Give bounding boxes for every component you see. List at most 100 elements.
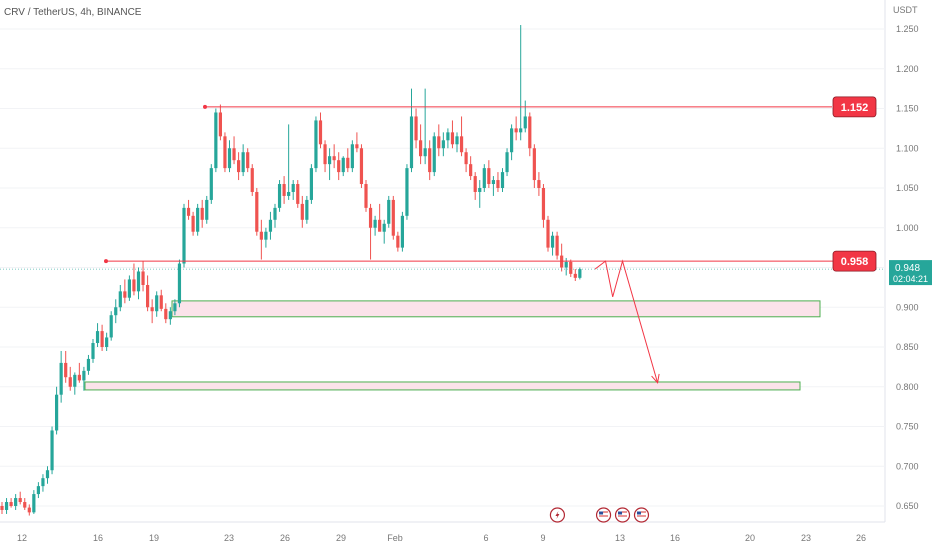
- candle: [173, 299, 177, 316]
- candle-body: [73, 374, 77, 387]
- candle-body: [241, 152, 245, 173]
- candle-body: [296, 184, 300, 204]
- zones: [84, 300, 821, 391]
- candle-body: [332, 156, 336, 161]
- x-tick-label: 19: [149, 533, 159, 543]
- candle-body: [396, 235, 400, 248]
- candle: [459, 116, 464, 157]
- candle: [550, 231, 555, 256]
- y-tick-label: 0.650: [896, 501, 919, 511]
- candle-body: [100, 331, 104, 347]
- candle: [382, 219, 386, 244]
- lightning-icon: [549, 507, 566, 523]
- candle: [428, 140, 432, 181]
- candle: [423, 88, 427, 165]
- candle: [150, 299, 154, 324]
- candle-body: [537, 180, 541, 188]
- candle: [564, 257, 568, 276]
- candle: [241, 144, 245, 177]
- candle-body: [564, 261, 568, 268]
- flag-icon-ring: [595, 507, 612, 523]
- candle-body: [146, 284, 150, 308]
- candle-body: [414, 116, 418, 141]
- candle-body: [341, 157, 345, 173]
- candle: [350, 140, 354, 173]
- us-flag-icon: [633, 507, 650, 523]
- candle-body: [27, 507, 31, 513]
- candle: [191, 211, 195, 236]
- candle: [277, 180, 282, 212]
- x-tick-label: 13: [615, 533, 625, 543]
- candle-body: [441, 140, 445, 149]
- candle: [218, 104, 222, 141]
- y-axis-unit: USDT: [893, 5, 918, 15]
- x-tick-label: 9: [540, 533, 545, 543]
- chart-title: CRV / TetherUS, 4h, BINANCE: [4, 7, 142, 18]
- candle: [532, 144, 536, 188]
- candle: [364, 180, 368, 212]
- candle-body: [200, 207, 204, 220]
- flag-canton: [618, 511, 623, 515]
- candle: [196, 203, 200, 236]
- x-tick-label: 26: [280, 533, 290, 543]
- candle-body: [237, 160, 241, 173]
- level-price-tag-text: 1.152: [841, 102, 869, 114]
- candle: [296, 180, 300, 208]
- y-tick-label: 1.000: [896, 223, 919, 233]
- y-tick-label: 1.200: [896, 64, 919, 74]
- x-tick-label: 26: [856, 533, 866, 543]
- y-tick-label: 1.100: [896, 143, 919, 153]
- candle-body: [318, 120, 323, 145]
- flag-stripe: [636, 511, 646, 513]
- candle-body: [282, 184, 286, 196]
- candle-body: [505, 152, 509, 173]
- candle: [9, 498, 13, 508]
- candle: [432, 132, 436, 177]
- candle: [409, 88, 414, 173]
- candle-body: [268, 219, 273, 232]
- candle: [246, 148, 250, 173]
- flag-stripe: [636, 513, 646, 515]
- candle: [182, 203, 186, 268]
- candle-body: [405, 168, 409, 216]
- us-flag-icon: [614, 507, 631, 523]
- candle-body: [387, 199, 391, 224]
- x-tick-label: Feb: [387, 533, 403, 543]
- candle-body: [91, 343, 95, 359]
- candle-body: [350, 144, 354, 169]
- candle: [214, 108, 218, 173]
- candle-body: [305, 199, 309, 220]
- y-tick-label: 1.150: [896, 104, 919, 114]
- candle: [400, 211, 404, 252]
- candle-body: [382, 223, 386, 232]
- candle-body: [182, 207, 186, 264]
- candle: [186, 199, 191, 220]
- candle: [146, 275, 150, 312]
- candle-body: [32, 494, 36, 513]
- candle: [159, 289, 163, 312]
- flag-icon-ring: [633, 507, 650, 523]
- candle-body: [300, 203, 304, 220]
- flag-stripe: [636, 515, 646, 517]
- candles: [0, 25, 582, 516]
- candle-body: [123, 291, 127, 298]
- candle: [127, 275, 131, 301]
- candle-body: [464, 152, 468, 165]
- candle: [264, 227, 268, 248]
- x-tick-label: 23: [801, 533, 811, 543]
- candle-body: [273, 207, 277, 220]
- candle: [36, 482, 40, 499]
- candle: [259, 219, 263, 260]
- candle-body: [109, 315, 113, 338]
- candle-body: [255, 191, 259, 232]
- flag-stripe: [618, 513, 628, 515]
- candle-body: [95, 331, 100, 344]
- candle-body: [218, 112, 222, 137]
- candle-body: [359, 148, 364, 185]
- candle-body: [127, 279, 131, 298]
- candle: [273, 203, 277, 228]
- candle: [332, 144, 336, 169]
- candle: [359, 144, 364, 188]
- candle: [250, 164, 254, 196]
